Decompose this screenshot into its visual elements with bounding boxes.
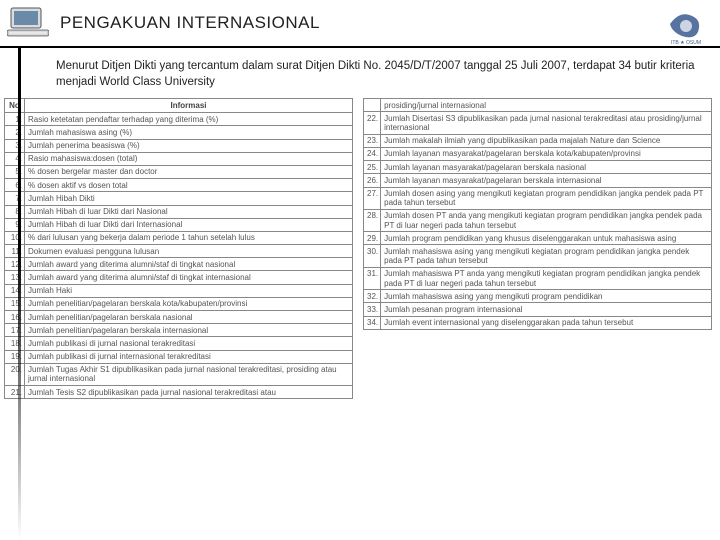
row-number: 32. [364,290,381,303]
col-header-info: Informasi [25,99,353,113]
table-row: 15.Jumlah penelitian/pagelaran berskala … [5,297,353,310]
table-row: 19.Jumlah publikasi di jurnal internasio… [5,350,353,363]
row-info: Jumlah program pendidikan yang khusus di… [381,232,712,245]
table-row: 29.Jumlah program pendidikan yang khusus… [364,232,712,245]
table-row: 4.Rasio mahasiswa:dosen (total) [5,152,353,165]
row-number [364,99,381,112]
table-row: 21.Jumlah Tesis S2 dipublikasikan pada j… [5,386,353,399]
table-row: 24.Jumlah layanan masyarakat/pagelaran b… [364,147,712,160]
row-info: Jumlah award yang diterima alumni/staf d… [25,271,353,284]
row-info: Jumlah penelitian/pagelaran berskala int… [25,324,353,337]
computer-icon [4,4,52,42]
row-number: 31. [364,267,381,289]
page-title: PENGAKUAN INTERNASIONAL [60,13,320,33]
table-row: 18.Jumlah publikasi di jurnal nasional t… [5,337,353,350]
table-row: prosiding/jurnal internasional [364,99,712,112]
row-info: Jumlah layanan masyarakat/pagelaran bers… [381,147,712,160]
row-info: Jumlah layanan masyarakat/pagelaran bers… [381,161,712,174]
row-info: Dokumen evaluasi pengguna lulusan [25,245,353,258]
svg-text:ITB ★ OSUM: ITB ★ OSUM [671,40,701,46]
row-number: 30. [364,245,381,267]
criteria-table-right: prosiding/jurnal internasional22.Jumlah … [363,98,712,330]
row-info: Jumlah Disertasi S3 dipublikasikan pada … [381,112,712,134]
row-info: Jumlah pesanan program internasional [381,303,712,316]
row-info: Jumlah Hibah di luar Dikti dari Nasional [25,205,353,218]
table-row: 7.Jumlah Hibah Dikti [5,192,353,205]
row-number: 28. [364,209,381,231]
table-row: 30.Jumlah mahasiswa asing yang mengikuti… [364,245,712,267]
table-row: 13.Jumlah award yang diterima alumni/sta… [5,271,353,284]
row-number: 27. [364,187,381,209]
subtitle: Menurut Ditjen Dikti yang tercantum dala… [56,58,708,90]
table-row: 20.Jumlah Tugas Akhir S1 dipublikasikan … [5,363,353,385]
logo: ITB ★ OSUM [660,2,712,46]
row-info: Jumlah mahasiswa asing (%) [25,126,353,139]
table-row: 5.% dosen bergelar master dan doctor [5,165,353,178]
table-row: 6.% dosen aktif vs dosen total [5,179,353,192]
row-info: prosiding/jurnal internasional [381,99,712,112]
table-row: 31.Jumlah mahasiswa PT anda yang mengiku… [364,267,712,289]
row-number: 33. [364,303,381,316]
table-row: 10.% dari lulusan yang bekerja dalam per… [5,231,353,244]
table-row: 22.Jumlah Disertasi S3 dipublikasikan pa… [364,112,712,134]
row-number: 26. [364,174,381,187]
table-row: 17.Jumlah penelitian/pagelaran berskala … [5,324,353,337]
table-row: 12.Jumlah award yang diterima alumni/sta… [5,258,353,271]
table-row: 32.Jumlah mahasiswa asing yang mengikuti… [364,290,712,303]
table-row: 28.Jumlah dosen PT anda yang mengikuti k… [364,209,712,231]
row-info: Jumlah Hibah di luar Dikti dari Internas… [25,218,353,231]
row-number: 34. [364,316,381,329]
table-row: 23.Jumlah makalah ilmiah yang dipublikas… [364,134,712,147]
table-row: 33.Jumlah pesanan program internasional [364,303,712,316]
row-info: Jumlah event internasional yang diseleng… [381,316,712,329]
row-info: Jumlah mahasiswa PT anda yang mengikuti … [381,267,712,289]
row-info: Jumlah penelitian/pagelaran berskala nas… [25,311,353,324]
row-info: Jumlah layanan masyarakat/pagelaran bers… [381,174,712,187]
row-info: Jumlah penelitian/pagelaran berskala kot… [25,297,353,310]
row-number: 24. [364,147,381,160]
row-number: 29. [364,232,381,245]
row-info: Jumlah dosen asing yang mengikuti kegiat… [381,187,712,209]
table-row: 1.Rasio ketetatan pendaftar terhadap yan… [5,113,353,126]
table-row: 26.Jumlah layanan masyarakat/pagelaran b… [364,174,712,187]
criteria-table-left: No Informasi 1.Rasio ketetatan pendaftar… [4,98,353,399]
table-row: 16.Jumlah penelitian/pagelaran berskala … [5,311,353,324]
row-info: Jumlah makalah ilmiah yang dipublikasika… [381,134,712,147]
row-info: Jumlah Tesis S2 dipublikasikan pada jurn… [25,386,353,399]
table-row: 14.Jumlah Haki [5,284,353,297]
row-number: 25. [364,161,381,174]
side-divider [0,48,40,540]
table-row: 25.Jumlah layanan masyarakat/pagelaran b… [364,161,712,174]
row-info: Jumlah mahasiswa asing yang mengikuti pr… [381,290,712,303]
row-info: Rasio mahasiswa:dosen (total) [25,152,353,165]
row-info: % dosen bergelar master dan doctor [25,165,353,178]
table-row: 3.Jumlah penerima beasiswa (%) [5,139,353,152]
table-row: 8.Jumlah Hibah di luar Dikti dari Nasion… [5,205,353,218]
row-number: 22. [364,112,381,134]
table-row: 9.Jumlah Hibah di luar Dikti dari Intern… [5,218,353,231]
row-info: Jumlah dosen PT anda yang mengikuti kegi… [381,209,712,231]
row-info: % dari lulusan yang bekerja dalam period… [25,231,353,244]
row-info: Jumlah Tugas Akhir S1 dipublikasikan pad… [25,363,353,385]
row-info: Jumlah publikasi di jurnal nasional tera… [25,337,353,350]
header: PENGAKUAN INTERNASIONAL ITB ★ OSUM [0,0,720,48]
criteria-table-wrap: No Informasi 1.Rasio ketetatan pendaftar… [4,98,712,399]
row-info: Jumlah mahasiswa asing yang mengikuti ke… [381,245,712,267]
row-info: Rasio ketetatan pendaftar terhadap yang … [25,113,353,126]
row-info: Jumlah publikasi di jurnal internasional… [25,350,353,363]
table-row: 34.Jumlah event internasional yang disel… [364,316,712,329]
row-number: 23. [364,134,381,147]
table-row: 27.Jumlah dosen asing yang mengikuti keg… [364,187,712,209]
table-row: 2.Jumlah mahasiswa asing (%) [5,126,353,139]
row-info: Jumlah penerima beasiswa (%) [25,139,353,152]
row-info: Jumlah Haki [25,284,353,297]
row-info: Jumlah Hibah Dikti [25,192,353,205]
table-row: 11.Dokumen evaluasi pengguna lulusan [5,245,353,258]
row-info: Jumlah award yang diterima alumni/staf d… [25,258,353,271]
row-info: % dosen aktif vs dosen total [25,179,353,192]
